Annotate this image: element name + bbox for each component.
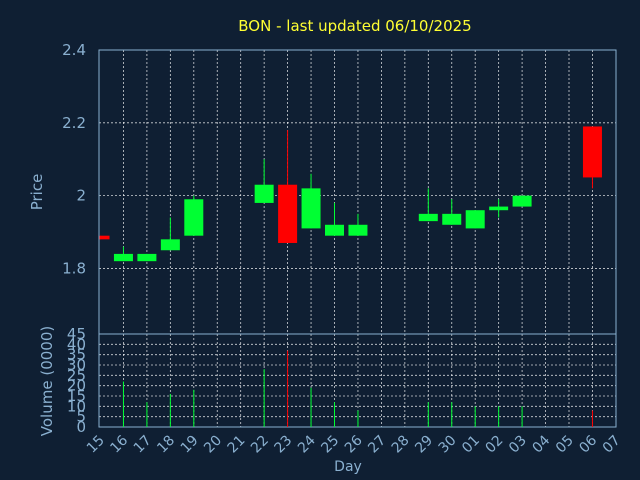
x-tick-label: 05	[553, 433, 577, 457]
x-tick-label: 23	[272, 433, 296, 457]
price-tick-label: 1.8	[62, 259, 86, 277]
x-tick-label: 28	[389, 433, 413, 457]
x-tick-label: 17	[131, 433, 155, 457]
x-tick-label: 21	[225, 433, 249, 457]
volume-tick-label: 15	[67, 387, 86, 405]
candle-body	[418, 213, 438, 222]
volume-axis-label: Volume (0000)	[38, 326, 56, 436]
x-tick-label: 29	[412, 433, 436, 457]
price-grid	[99, 50, 616, 334]
price-tick-label: 2	[76, 187, 86, 205]
x-tick-label: 30	[436, 433, 460, 457]
volume-tick-label: 0	[76, 418, 86, 436]
price-axis-ticks: 1.8 2 2.2 2.4	[62, 41, 86, 277]
x-tick-label: 22	[248, 433, 272, 457]
x-tick-label: 24	[295, 432, 319, 456]
volume-tick-label: 20	[67, 377, 86, 395]
x-tick-label: 18	[154, 433, 178, 457]
candle-body	[254, 184, 274, 203]
volume-tick-label: 45	[67, 325, 86, 343]
volume-tick-label: 25	[67, 366, 86, 384]
candle-body	[325, 224, 344, 236]
x-tick-label: 25	[318, 433, 342, 457]
candle-body	[582, 126, 602, 178]
x-tick-label: 02	[483, 433, 507, 457]
volume-tick-label: 30	[67, 356, 86, 374]
x-tick-label: 01	[459, 433, 483, 457]
x-tick-label: 26	[342, 432, 366, 456]
x-tick-label: 27	[365, 433, 389, 457]
volume-bars	[122, 350, 593, 427]
volume-tick-label: 35	[67, 346, 86, 364]
candle-body	[348, 224, 368, 236]
price-panel-frame	[98, 49, 617, 335]
chart-title: BON - last updated 06/10/2025	[238, 17, 471, 35]
x-tick-label: 03	[506, 433, 530, 457]
x-tick-label: 15	[84, 433, 108, 457]
volume-tick-label: 10	[67, 397, 86, 415]
candle-body	[113, 253, 133, 262]
candle-body	[184, 199, 204, 236]
candle-body	[278, 184, 298, 243]
x-tick-label: 20	[201, 433, 225, 457]
x-axis-ticks: 15 16 17 18 19 20 21 22 23 24 25 26 27 28 29 30 01 02 03 04…	[84, 432, 624, 456]
x-axis-label: Day	[334, 459, 362, 475]
candle-body	[100, 235, 110, 240]
candle-body	[489, 206, 509, 211]
candle-body	[512, 195, 532, 207]
candle-body	[442, 213, 462, 225]
price-tick-label: 2.2	[62, 114, 86, 132]
x-tick-label: 06	[576, 432, 600, 456]
x-tick-label: 07	[600, 433, 624, 457]
candle-body	[137, 253, 157, 262]
volume-tick-label: 40	[67, 335, 86, 353]
volume-tick-label: 5	[76, 408, 86, 426]
candle-body	[301, 188, 321, 229]
candle-body	[465, 210, 485, 229]
price-tick-label: 2.4	[62, 41, 86, 59]
x-tick-label: 16	[107, 432, 131, 456]
x-tick-label: 19	[178, 433, 202, 457]
candle-body	[160, 239, 180, 251]
candles	[99, 126, 602, 262]
x-tick-label: 04	[529, 432, 553, 456]
price-axis-label: Price	[28, 174, 46, 211]
